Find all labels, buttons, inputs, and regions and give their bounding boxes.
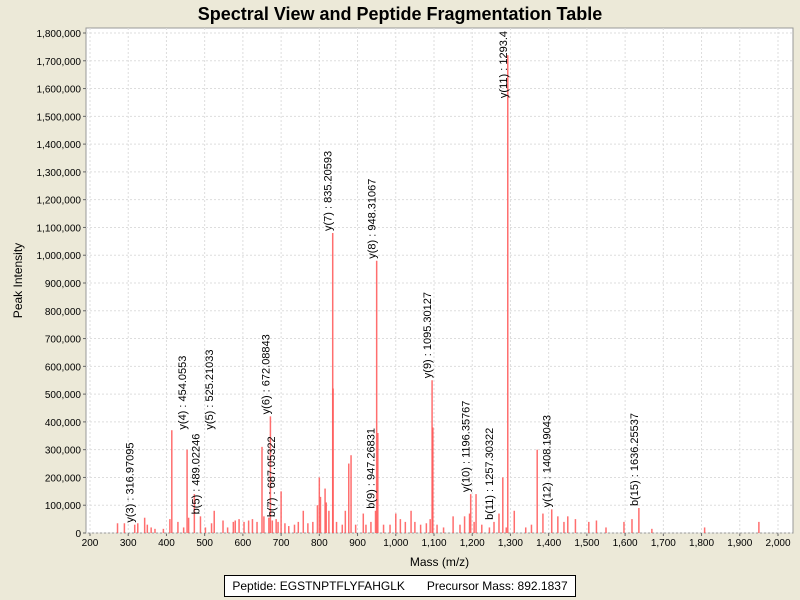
peak-annotation: b(11) : 1257.30322 — [484, 428, 496, 520]
y-tick-label: 1,800,000 — [37, 29, 82, 40]
x-axis-label: Mass (m/z) — [410, 555, 469, 569]
x-tick-label: 300 — [120, 538, 137, 549]
x-tick-label: 1,200 — [460, 538, 485, 549]
peak-annotation: y(11) : 1293.4 — [498, 31, 510, 98]
x-tick-label: 800 — [311, 538, 328, 549]
x-tick-label: 700 — [273, 538, 290, 549]
x-tick-label: 1,700 — [651, 538, 676, 549]
x-tick-label: 1,100 — [421, 538, 446, 549]
y-tick-label: 300,000 — [45, 446, 82, 457]
x-tick-label: 1,400 — [536, 538, 561, 549]
peak-annotation: y(6) : 672.08843 — [260, 334, 272, 414]
y-tick-label: 400,000 — [45, 418, 82, 429]
peak-annotation: b(15) : 1636.25537 — [629, 413, 641, 506]
spectrum-chart: 200 300 400 500 600 700 800 900 1,000 1,100 1,200 1… — [11, 27, 794, 569]
peak-annotation: y(10) : 1196.35767 — [461, 401, 473, 493]
y-tick-label: 600,000 — [45, 362, 82, 373]
x-tick-label: 1,000 — [383, 538, 408, 549]
y-tick-label: 1,100,000 — [37, 223, 82, 234]
peak-annotation: y(3) : 316.97095 — [125, 443, 137, 523]
y-tick-label: 1,500,000 — [37, 112, 82, 123]
peptide-label: Peptide: EGSTNPTFLYFAHGLK — [232, 579, 405, 593]
y-tick-label: 1,600,000 — [37, 85, 82, 96]
y-tick-label: 200,000 — [45, 473, 82, 484]
y-tick-label: 1,400,000 — [37, 140, 82, 151]
chart-legend: Peptide: EGSTNPTFLYFAHGLK Precursor Mass… — [224, 575, 576, 597]
y-tick-label: 100,000 — [45, 501, 82, 512]
x-tick-label: 1,900 — [727, 538, 752, 549]
peak-annotation: y(7) : 835.20593 — [323, 151, 335, 231]
x-tick-label: 600 — [235, 538, 252, 549]
y-tick-label: 1,200,000 — [37, 196, 82, 207]
peak-annotation: b(7) : 687.05322 — [266, 436, 278, 517]
chart-title: Spectral View and Peptide Fragmentation … — [197, 4, 603, 24]
y-tick-label: 0 — [75, 529, 81, 540]
peak-annotation: y(8) : 948.31067 — [367, 179, 379, 259]
x-tick-label: 1,600 — [613, 538, 638, 549]
peak-annotation: y(9) : 1095.30127 — [422, 292, 434, 378]
y-tick-label: 500,000 — [45, 390, 82, 401]
y-tick-label: 700,000 — [45, 335, 82, 346]
x-tick-label: 500 — [196, 538, 213, 549]
y-tick-label: 800,000 — [45, 307, 82, 318]
peak-annotation: y(5) : 525.21033 — [204, 349, 216, 429]
y-tick-label: 900,000 — [45, 279, 82, 290]
peak-annotation: y(12) : 1408.19043 — [542, 415, 554, 507]
y-tick-label: 1,700,000 — [37, 57, 82, 68]
x-tick-label: 900 — [349, 538, 366, 549]
x-tick-label: 1,800 — [689, 538, 714, 549]
x-tick-label: 2,000 — [765, 538, 790, 549]
y-tick-label: 1,000,000 — [37, 251, 82, 262]
y-tick-label: 1,300,000 — [37, 168, 82, 179]
x-tick-label: 400 — [158, 538, 175, 549]
peak-annotation: b(5) : 489.02246 — [190, 434, 202, 515]
precursor-mass-label: Precursor Mass: 892.1837 — [426, 579, 568, 593]
x-tick-label: 1,500 — [574, 538, 599, 549]
x-tick-label: 1,300 — [498, 538, 523, 549]
peak-annotation: y(4) : 454.0553 — [177, 356, 189, 430]
y-axis-label: Peak Intensity — [11, 243, 25, 318]
x-tick-label: 200 — [82, 538, 99, 549]
peak-annotation: b(9) : 947.26831 — [366, 428, 378, 509]
plot-area — [85, 27, 794, 534]
